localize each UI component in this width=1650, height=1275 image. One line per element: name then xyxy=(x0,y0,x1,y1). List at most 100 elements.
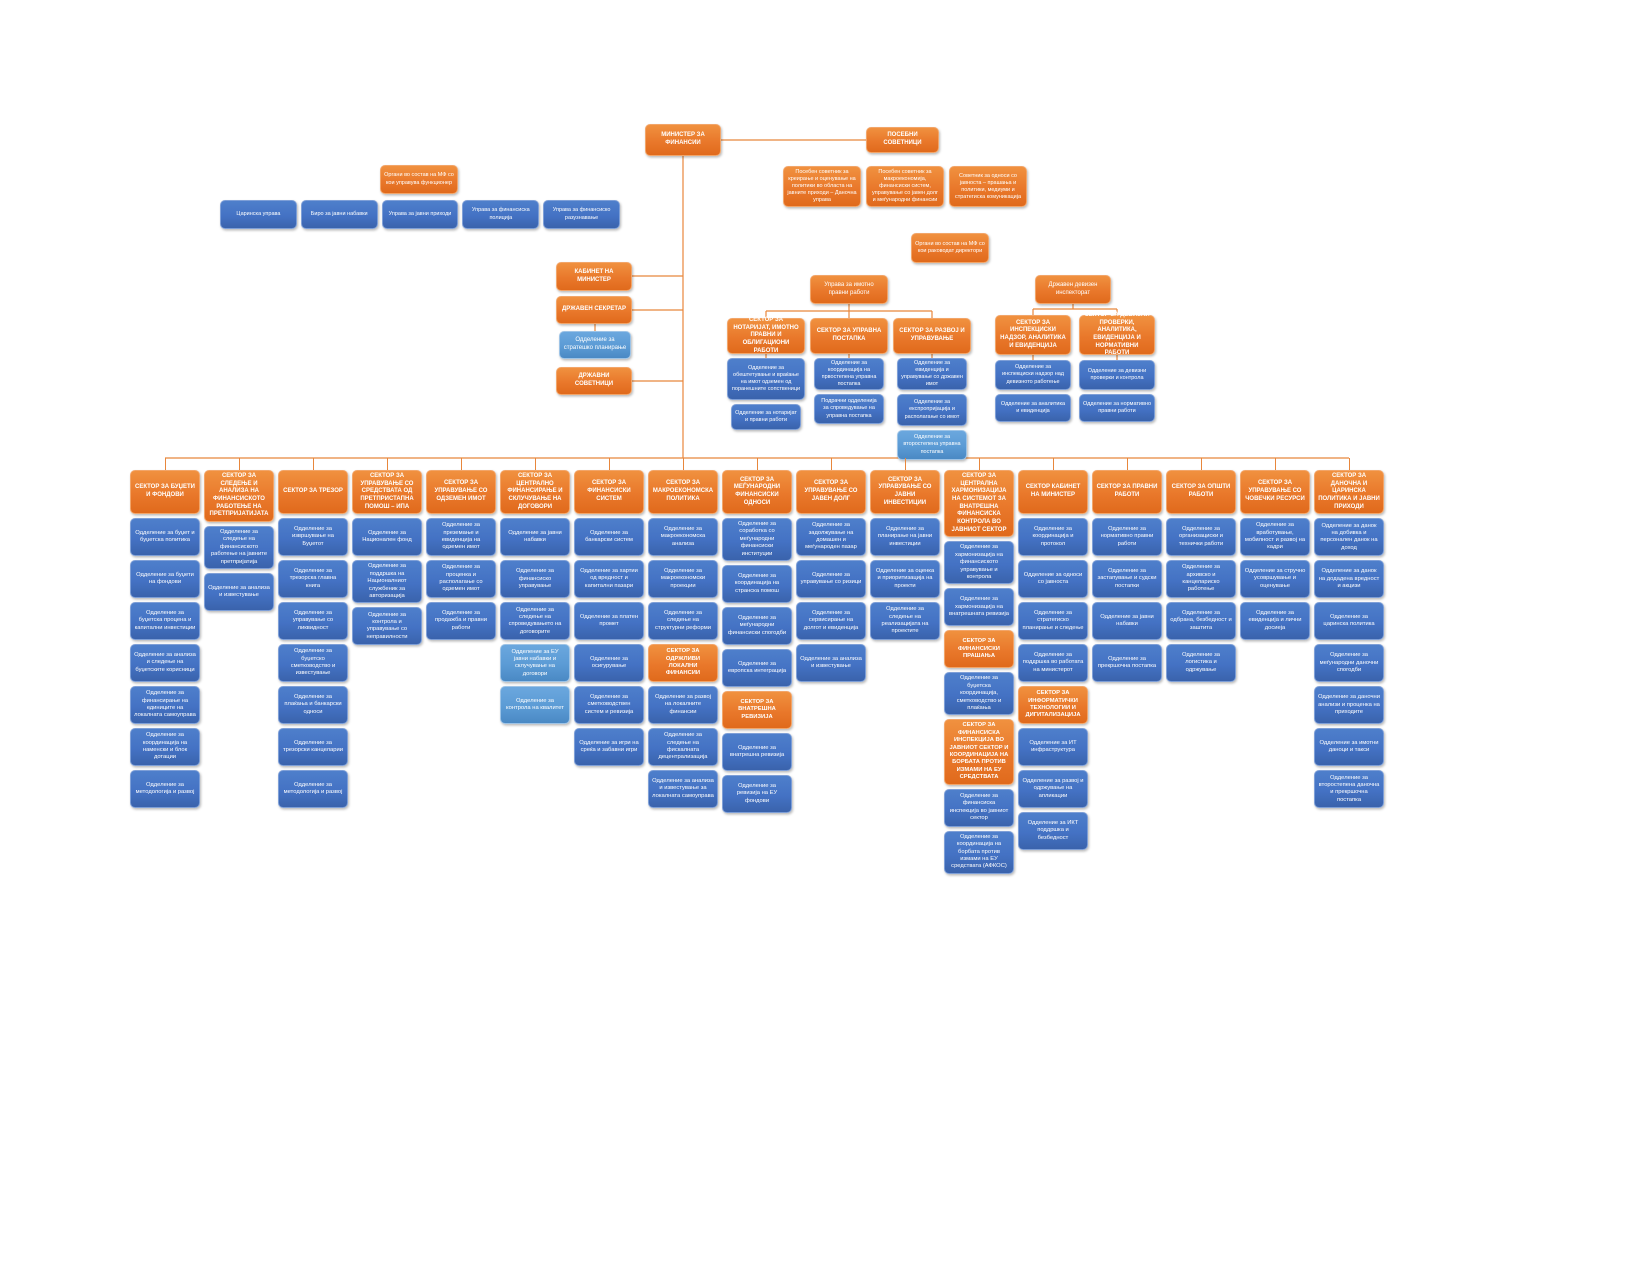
sector-header: СЕКТОР ЗА ОПШТИ РАБОТИ xyxy=(1166,470,1236,514)
department-box: Одделение за следење на фискалната децен… xyxy=(648,728,718,766)
advisor-note-box: Посебен советник за креирање и оценување… xyxy=(783,166,861,208)
department-box: Одделение за данок на добивка и персонал… xyxy=(1314,518,1384,557)
sector-header: СЕКТОР ЗА УПРАВУВАЊЕ СО ЈАВЕН ДОЛГ xyxy=(796,470,866,514)
subsector-box: СЕКТОР ЗА ФИНАНСИСКА ИНСПЕКЦИЈА ВО ЈАВНИ… xyxy=(944,719,1014,785)
department-box: Одделение за финансиско управување xyxy=(500,560,570,599)
department-box: Одделение за данок на додадена вредност … xyxy=(1314,560,1384,599)
property-sector-development: СЕКТОР ЗА РАЗВОЈ И УПРАВУВАЊЕ xyxy=(893,318,971,354)
department-box: Одделение за следење на спроведувањето н… xyxy=(500,602,570,641)
department-box: Одделение за платен промет xyxy=(574,602,644,640)
department-box: Одделение за управување со ризици xyxy=(796,560,866,598)
department-box: Одделение за ревизија на ЕУ фондови xyxy=(722,775,792,814)
department-box: Одделение за стручно усовршување и оцену… xyxy=(1240,560,1310,598)
department-box: Одделение за макроекономска анализа xyxy=(648,518,718,556)
department-box: Одделение за обештетување и враќање на и… xyxy=(727,358,805,400)
department-box: Одделение за ИТ инфраструктура xyxy=(1018,728,1088,766)
department-box: Одделение за хармонизација на финансиско… xyxy=(944,541,1014,585)
organs-directors-box: Органи во состав на МФ со кои раководат … xyxy=(911,233,989,263)
subsector-box: СЕКТОР ЗА ФИНАНСИСКИ ПРАШАЊА xyxy=(944,630,1014,669)
department-box: Одделение за одбрана, безбедност и зашти… xyxy=(1166,602,1236,640)
department-box: Одделение за вработување, мобилност и ра… xyxy=(1240,518,1310,556)
department-box: Одделение за контрола на квалитет xyxy=(500,686,570,725)
cabinet-box: КАБИНЕТ НА МИНИСТЕР xyxy=(556,262,632,291)
department-box: Одделение за инспекциски надзор над деви… xyxy=(995,360,1071,390)
department-box: Одделение за евиденција и управување со … xyxy=(897,358,967,390)
department-box: Одделение за архивско и канцелариско раб… xyxy=(1166,560,1236,598)
department-box: Одделение за експропријација и располага… xyxy=(897,394,967,426)
subsector-box: СЕКТОР ЗА ИНФОРМАТИЧКИ ТЕХНОЛОГИИ И ДИГИ… xyxy=(1018,686,1088,724)
property-sector-notary: СЕКТОР ЗА НОТАРИЈАТ, ИМОТНО ПРАВНИ И ОБЛ… xyxy=(727,317,805,354)
department-box: Одделение за методологија и развој xyxy=(130,770,200,808)
department-box: Одделение за стратегиско планирање и сле… xyxy=(1018,602,1088,640)
department-box: Одделение за организациски и технички ра… xyxy=(1166,518,1236,556)
department-box: Одделение за јавни набавки xyxy=(500,518,570,557)
organs-row: Царинска управа Биро за јавни набавки Упра… xyxy=(220,200,620,229)
department-box: Одделение за односи со јавноста xyxy=(1018,560,1088,598)
department-box: Одделение за буџет и буџетска политика xyxy=(130,518,200,556)
department-box: Одделение за анализа и известување за ло… xyxy=(648,770,718,808)
fx-sector-inspection: СЕКТОР ЗА ИНСПЕКЦИСКИ НАДЗОР, АНАЛИТИКА … xyxy=(995,315,1071,355)
department-box: Одделение за девизни проверки и контрола xyxy=(1079,360,1155,390)
subsector-box: СЕКТОР ЗА ОДРЖЛИВИ ЛОКАЛНИ ФИНАНСИИ xyxy=(648,644,718,682)
fx-sector-checks: СЕКТОР ЗА ДЕВИЗНИ ПРОВЕРКИ, АНАЛИТИКА, Е… xyxy=(1079,312,1155,356)
department-box: Одделение за финансирање на единиците на… xyxy=(130,686,200,724)
sector-column: СЕКТОР ЗА ЦЕНТРАЛНО ФИНАНСИРАЊЕ И СКЛУЧУ… xyxy=(500,457,570,725)
department-box: Одделение за оценка и приоритизација на … xyxy=(870,560,940,598)
sector-header: СЕКТОР ЗА УПРАВУВАЊЕ СО ЧОВЕЧКИ РЕСУРСИ xyxy=(1240,470,1310,514)
department-box: Одделение за анализа и следење на буџетс… xyxy=(130,644,200,682)
advisor-note-box: Посебен советник за макроекономија, фина… xyxy=(866,166,944,208)
sector-column: СЕКТОР ЗА ФИНАНСИСКИ СИСТЕМ Одделение за … xyxy=(574,458,644,766)
department-box: Одделение за сметководствен систем и рев… xyxy=(574,686,644,724)
sector-column: СЕКТОР ЗА ТРЕЗОР Одделение за извршување … xyxy=(278,458,348,808)
organ-box: Управа за јавни приходи xyxy=(381,200,459,229)
fx-inspectorate-head: Државен девизен инспекторат xyxy=(1035,275,1111,304)
department-box: Одделение за следење на структурни рефор… xyxy=(648,602,718,640)
organ-box: Управа за финансиско разузнавање xyxy=(543,200,620,229)
sector-column: СЕКТОР ЗА УПРАВУВАЊЕ СО ОДЗЕМЕН ИМОТ Одде… xyxy=(426,458,496,640)
department-box: Одделение за европска интеграција xyxy=(722,649,792,688)
department-box: Одделение за меѓународни финансиски спог… xyxy=(722,607,792,646)
sector-column: СЕКТОР ЗА ПРАВНИ РАБОТИ Одделение за норм… xyxy=(1092,458,1162,682)
department-box: Одделение за аналитика и евиденција xyxy=(995,394,1071,422)
sector-header: СЕКТОР ЗА УПРАВУВАЊЕ СО ОДЗЕМЕН ИМОТ xyxy=(426,470,496,514)
department-box: Одделение за контрола и управување со не… xyxy=(352,607,422,646)
department-box: Одделение за осигурување xyxy=(574,644,644,682)
sector-header: СЕКТОР ЗА ТРЕЗОР xyxy=(278,470,348,514)
department-box: Одделение за развој на локалните финанси… xyxy=(648,686,718,724)
sector-header: СЕКТОР ЗА ДАНОЧНА И ЦАРИНСКА ПОЛИТИКА И … xyxy=(1314,470,1384,515)
department-box: Одделение за застапување и судски постап… xyxy=(1092,560,1162,598)
department-box: Одделение за сервисирање на долгот и еви… xyxy=(796,602,866,640)
department-box: Одделение за развој и одржување на аплик… xyxy=(1018,770,1088,808)
property-sector-admin-procedure: СЕКТОР ЗА УПРАВНА ПОСТАПКА xyxy=(810,318,888,354)
department-box: Одделение за координација на наменски и … xyxy=(130,728,200,766)
sector-column: СЕКТОР ЗА УПРАВУВАЊЕ СО ЈАВНИ ИНВЕСТИЦИИ… xyxy=(870,458,940,640)
sector-column: СЕКТОР ЗА МЕЃУНАРОДНИ ФИНАНСИСКИ ОДНОСИ О… xyxy=(722,457,792,814)
department-box: Одделение за второстепена управна постап… xyxy=(897,430,967,460)
sector-column: СЕКТОР ЗА ДАНОЧНА И ЦАРИНСКА ПОЛИТИКА И … xyxy=(1314,457,1384,809)
department-box: Одделение за финансиска инспекција во ја… xyxy=(944,788,1014,827)
advisor-notes-row: Посебен советник за креирање и оценување… xyxy=(783,166,1031,208)
department-box: Одделение за поддршка на Националниот сл… xyxy=(352,560,422,604)
department-box: Одделение за царинска политика xyxy=(1314,602,1384,641)
department-box: Одделение за ЕУ јавни набавки и склучува… xyxy=(500,644,570,683)
department-box: Одделение за нормативно правни работи xyxy=(1079,394,1155,422)
department-box: Одделение за извршување на Буџетот xyxy=(278,518,348,556)
sector-column: СЕКТОР ЗА ОПШТИ РАБОТИ Одделение за орган… xyxy=(1166,458,1236,682)
sector-column: СЕКТОР ЗА СЛЕДЕЊЕ И АНАЛИЗА НА ФИНАНСИСК… xyxy=(204,457,274,612)
department-box: Одделение за евиденција и лични досиеја xyxy=(1240,602,1310,640)
strategic-planning-box: Одделение за стратешко планирање xyxy=(559,331,631,359)
department-box: Одделение за координација на странска по… xyxy=(722,565,792,604)
department-box: Одделение за Национален фонд xyxy=(352,518,422,557)
sector-column: СЕКТОР ЗА УПРАВУВАЊЕ СО ЧОВЕЧКИ РЕСУРСИ О… xyxy=(1240,458,1310,640)
department-box: Одделение за макроекономски проекции xyxy=(648,560,718,598)
department-box: Одделение за нормативно правни работи xyxy=(1092,518,1162,556)
department-box: Одделение за даночни анализи и проценка … xyxy=(1314,686,1384,725)
department-box: Одделение за буџетско сметководство и из… xyxy=(278,644,348,682)
department-box: Одделение за следење на реализацијата на… xyxy=(870,602,940,640)
sector-header: СЕКТОР ЗА ФИНАНСИСКИ СИСТЕМ xyxy=(574,470,644,514)
department-box: Одделение за поддршка во работата на мин… xyxy=(1018,644,1088,682)
department-box: Одделение за задолжување на домашен и ме… xyxy=(796,518,866,556)
sector-column: СЕКТОР ЗА МАКРОЕКОНОМСКА ПОЛИТИКА Одделен… xyxy=(648,458,718,808)
department-box: Одделение за ИКТ поддршка и безбедност xyxy=(1018,812,1088,850)
